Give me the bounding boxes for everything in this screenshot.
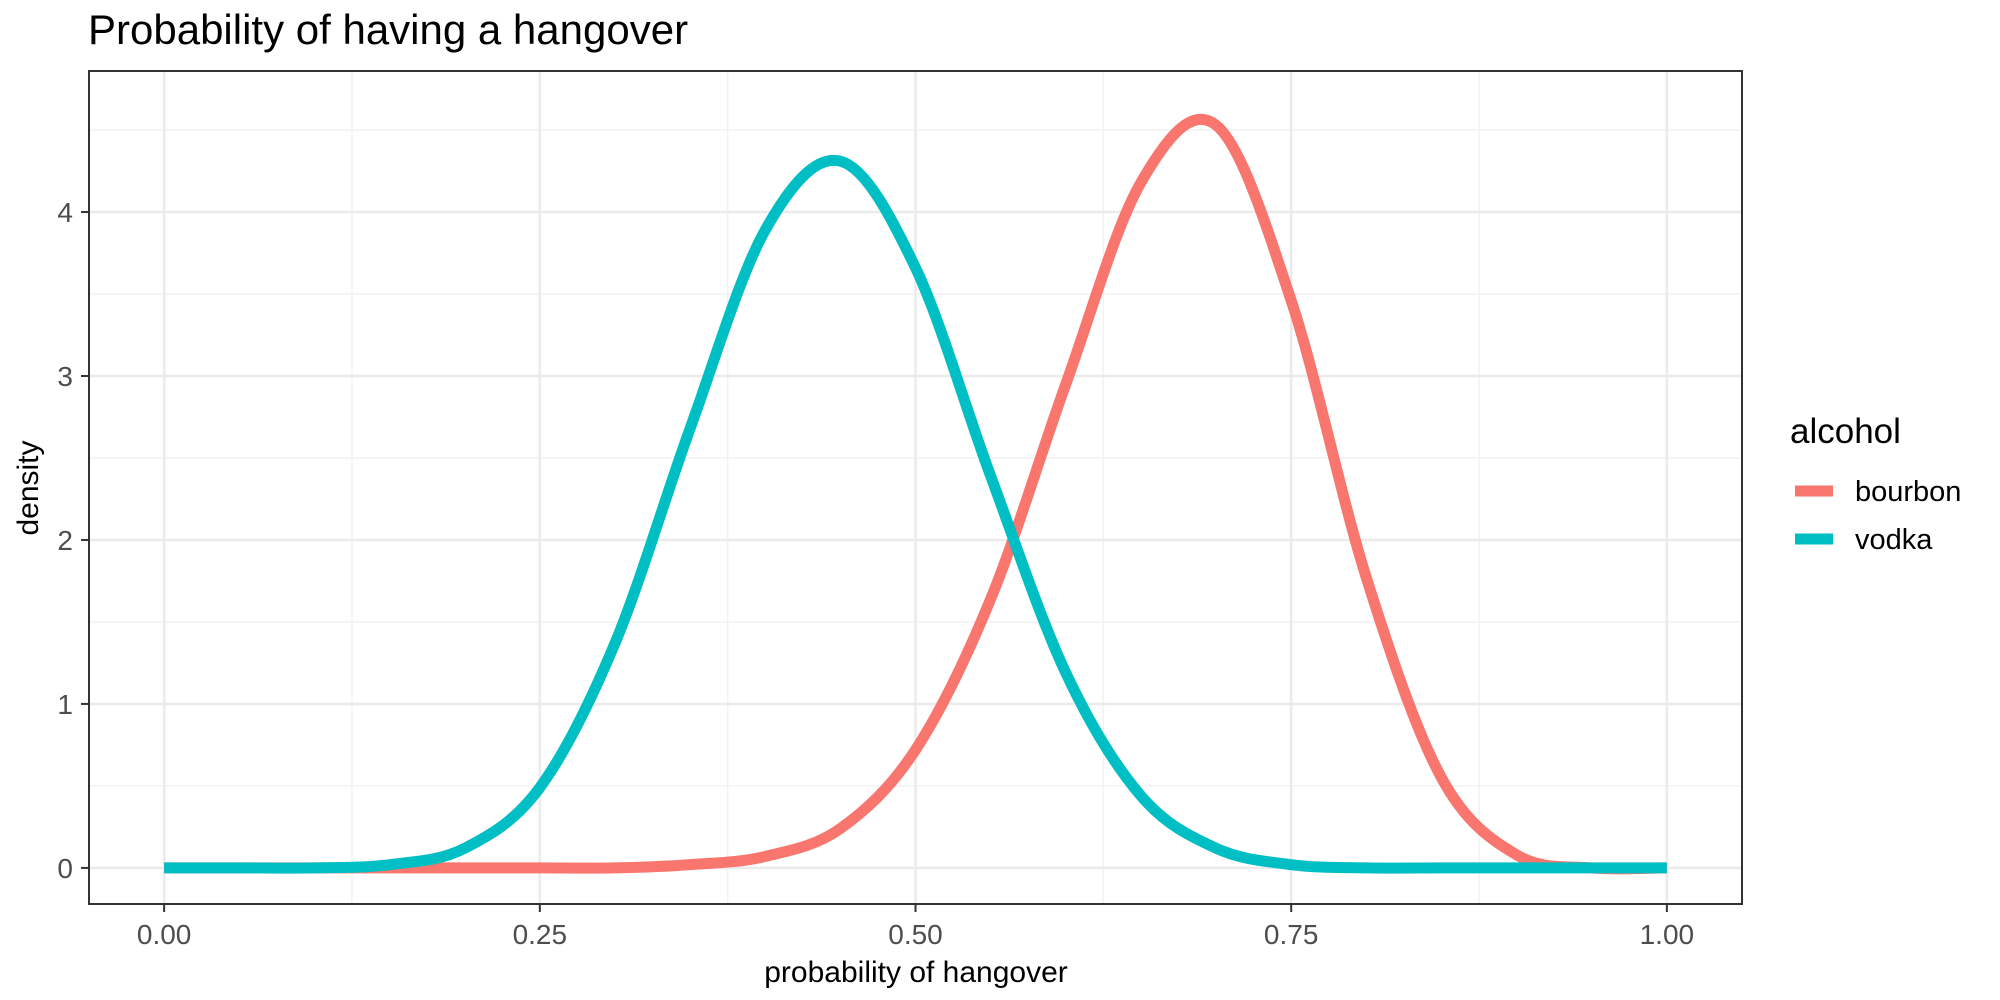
x-axis-title: probability of hangover (764, 956, 1068, 989)
series-line-bourbon (164, 114, 1667, 875)
x-axis: 0.00 0.25 0.50 0.75 1.00 (137, 904, 1694, 950)
legend-title: alcohol (1790, 412, 1901, 451)
y-axis-tick-label: 3 (57, 361, 73, 392)
x-axis-tick-label: 0.00 (137, 919, 192, 950)
legend: alcohol bourbon vodka (1790, 412, 1961, 556)
y-axis-title: density (12, 440, 45, 535)
x-axis-tick-label: 0.75 (1264, 919, 1319, 950)
legend-label-vodka: vodka (1855, 524, 1933, 556)
legend-items: bourbon vodka (1795, 476, 1961, 556)
series-lines (164, 114, 1667, 875)
x-axis-tick-label: 1.00 (1640, 919, 1695, 950)
y-axis-tick-label: 4 (57, 197, 73, 228)
y-axis-tick-label: 1 (57, 689, 73, 720)
y-axis-tick-label: 2 (57, 525, 73, 556)
plot-panel (88, 70, 1743, 905)
grid-major (89, 71, 1742, 904)
x-axis-tick-label: 0.25 (513, 919, 568, 950)
x-axis-tick-label: 0.50 (888, 919, 943, 950)
y-axis: 0 1 2 3 4 (57, 197, 89, 884)
series-line-vodka (164, 154, 1667, 874)
chart-title: Probability of having a hangover (88, 6, 688, 53)
y-axis-tick-label: 0 (57, 853, 73, 884)
legend-label-bourbon: bourbon (1855, 476, 1961, 508)
